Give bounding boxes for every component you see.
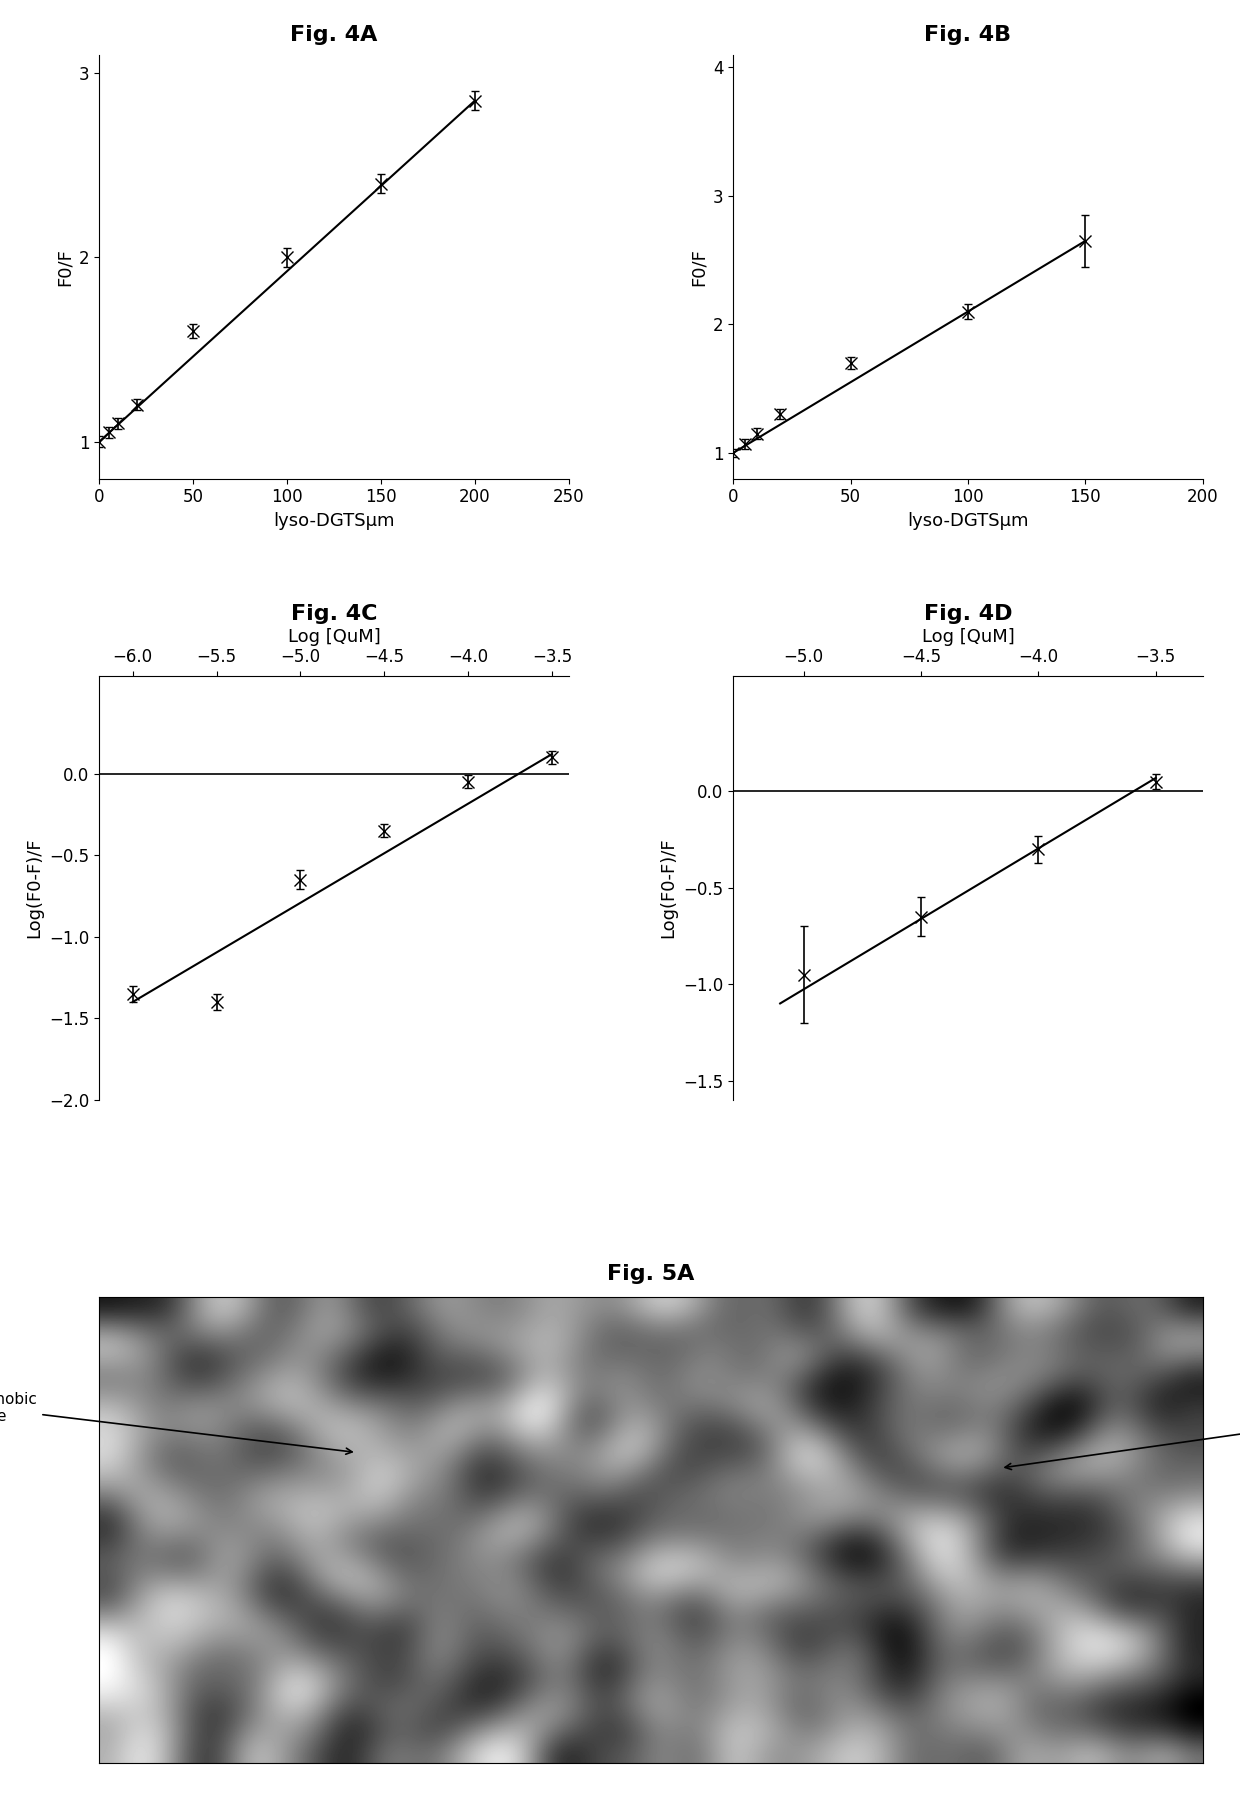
Y-axis label: Log(F0-F)/F: Log(F0-F)/F <box>660 838 677 938</box>
Title: Fig. 4D: Fig. 4D <box>924 604 1012 624</box>
Title: Fig. 4C: Fig. 4C <box>290 604 377 624</box>
Title: Fig. 4B: Fig. 4B <box>925 25 1012 45</box>
X-axis label: lyso-DGTSμm: lyso-DGTSμm <box>908 513 1029 529</box>
Y-axis label: F0/F: F0/F <box>689 247 707 285</box>
X-axis label: lyso-DGTSμm: lyso-DGTSμm <box>273 513 394 529</box>
X-axis label: Log [QuM]: Log [QuM] <box>921 629 1014 647</box>
X-axis label: Log [QuM]: Log [QuM] <box>288 629 381 647</box>
Text: Hydrophobic
zone: Hydrophobic zone <box>0 1393 352 1454</box>
Text: Hydrophilic
zone: Hydrophilic zone <box>1006 1407 1240 1469</box>
Title: Fig. 5A: Fig. 5A <box>608 1264 694 1284</box>
Title: Fig. 4A: Fig. 4A <box>290 25 378 45</box>
Y-axis label: F0/F: F0/F <box>56 247 73 285</box>
Y-axis label: Log(F0-F)/F: Log(F0-F)/F <box>26 838 43 938</box>
